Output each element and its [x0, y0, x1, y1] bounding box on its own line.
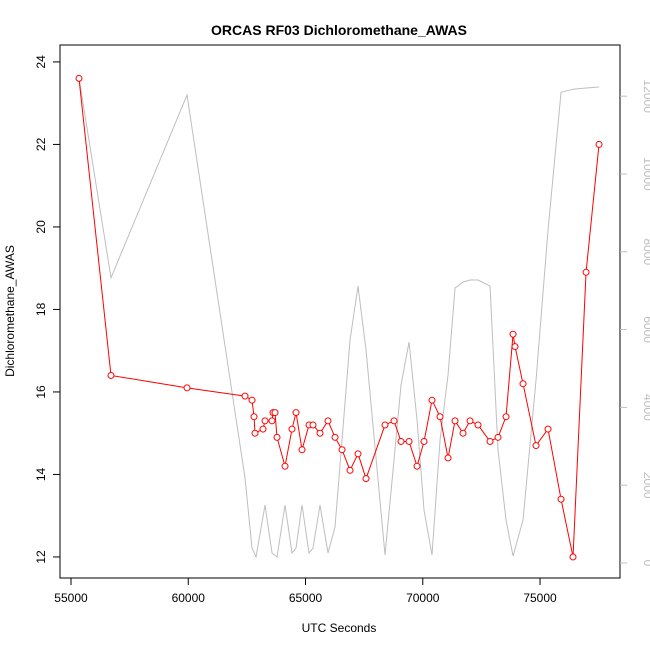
data-point: [75, 74, 83, 82]
data-point: [502, 413, 510, 421]
data-point: [273, 433, 281, 441]
data-point: [486, 437, 494, 445]
data-point: [259, 425, 267, 433]
data-point: [544, 425, 552, 433]
y-axis-label: Dichloromethane_AWAS: [3, 245, 17, 377]
data-point: [420, 437, 428, 445]
data-point: [241, 392, 249, 400]
y2-tick-label: 4000: [641, 394, 650, 421]
x-tick-label: 60000: [172, 591, 206, 605]
data-point: [292, 409, 300, 417]
data-point: [354, 450, 362, 458]
data-point: [324, 417, 332, 425]
data-point: [436, 413, 444, 421]
data-point: [509, 330, 517, 338]
data-point: [595, 140, 603, 148]
y2-tick-label: 6000: [641, 316, 650, 343]
data-point: [444, 454, 452, 462]
data-point: [316, 429, 324, 437]
y-tick-label: 18: [34, 302, 48, 316]
data-point: [346, 466, 354, 474]
data-point: [107, 371, 115, 379]
data-point: [474, 421, 482, 429]
x-tick-label: 70000: [406, 591, 440, 605]
y-tick-label: 24: [34, 55, 48, 69]
data-point: [569, 553, 577, 561]
data-point: [459, 429, 467, 437]
data-point: [250, 413, 258, 421]
y-tick-label: 14: [34, 467, 48, 481]
y2-tick-label: 8000: [641, 238, 650, 265]
plot-frame: [59, 44, 621, 579]
data-point: [183, 384, 191, 392]
data-point: [428, 396, 436, 404]
data-point: [331, 433, 339, 441]
data-point: [466, 417, 474, 425]
y-tick-label: 12: [34, 550, 48, 564]
y2-tick-label: 2000: [641, 472, 650, 499]
data-point: [511, 343, 519, 351]
data-point: [298, 446, 306, 454]
data-point: [281, 462, 289, 470]
data-point: [288, 425, 296, 433]
data-point: [390, 417, 398, 425]
data-point: [397, 437, 405, 445]
y2-tick-label: 12000: [641, 80, 650, 114]
data-point: [248, 396, 256, 404]
y-tick-label: 20: [34, 220, 48, 234]
x-tick-label: 55000: [54, 591, 88, 605]
y-tick-label: 16: [34, 385, 48, 399]
data-point: [268, 417, 276, 425]
data-point: [381, 421, 389, 429]
data-point: [362, 475, 370, 483]
data-point: [494, 433, 502, 441]
y2-tick-label: 10000: [641, 157, 650, 191]
data-point: [451, 417, 459, 425]
data-point: [413, 462, 421, 470]
y2-tick-label: 0: [641, 560, 650, 567]
data-point: [271, 409, 279, 417]
y-tick-label: 22: [34, 137, 48, 151]
data-point: [532, 442, 540, 450]
chart-title: ORCAS RF03 Dichloromethane_AWAS: [211, 22, 467, 38]
data-point: [251, 429, 259, 437]
data-point: [309, 421, 317, 429]
data-point: [519, 380, 527, 388]
data-point: [582, 268, 590, 276]
series-line: [78, 77, 600, 559]
x-tick-label: 75000: [523, 591, 557, 605]
x-tick-label: 65000: [289, 591, 323, 605]
data-point: [261, 417, 269, 425]
data-point: [405, 437, 413, 445]
x-axis-label: UTC Seconds: [302, 621, 377, 635]
data-point: [338, 446, 346, 454]
data-point: [557, 495, 565, 503]
